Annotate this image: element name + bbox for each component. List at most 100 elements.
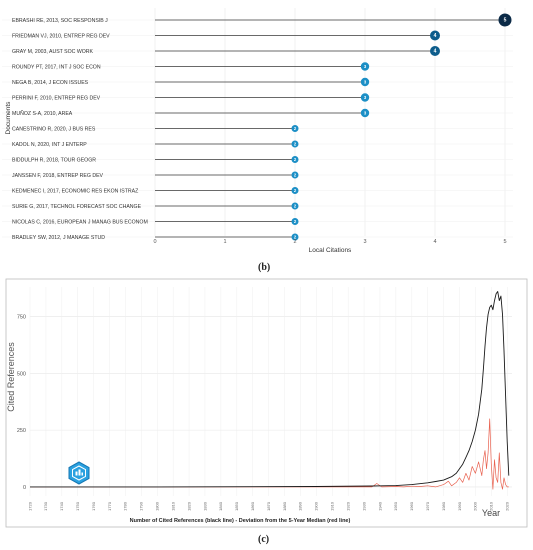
chart-c-x-ticks: 1720 1730 1740 1750 1760 1770 1780 1790 1800 1810… <box>27 501 509 511</box>
chart-b-data-label: 2 <box>294 235 297 240</box>
chart-c-x-tick-label: 1820 <box>186 501 191 511</box>
panel-label-c: (c) <box>258 534 270 545</box>
chart-c-x-tick-label: 2000 <box>473 501 478 511</box>
chart-b-point <box>291 140 299 148</box>
chart-c-x-tick-label: 1900 <box>314 501 319 511</box>
chart-b-y-axis-label: Documents <box>5 101 12 135</box>
chart-b-category-label: KEDMENEC I, 2017, ECONOMIC RES EKON ISTR… <box>12 189 138 195</box>
chart-c-x-tick-label: 1950 <box>393 501 398 511</box>
chart-c-x-tick-label: 1750 <box>75 501 80 511</box>
chart-b-category-label: SURIE G, 2017, TECHNOL FORECAST SOC CHAN… <box>12 204 142 210</box>
chart-c-x-tick-label: 1780 <box>123 501 128 511</box>
chart-b-x-axis-label: Local Citations <box>309 247 352 254</box>
chart-b-category-label: NEGA B, 2014, J ECON ISSUES <box>12 80 89 86</box>
chart-b-x-tick-label: 0 <box>153 239 156 245</box>
chart-c-x-tick-label: 1970 <box>425 501 430 511</box>
chart-b-data-label: 2 <box>294 126 297 131</box>
chart-c-x-tick-label: 1930 <box>361 501 366 511</box>
chart-c-x-tick-label: 1770 <box>107 501 112 511</box>
chart-b-category-label: MUÑOZ S-A, 2010, AREA <box>12 110 73 117</box>
chart-c-x-axis-title: Year <box>482 508 500 518</box>
chart-b-category-label: BIDDULPH R, 2018, TOUR GEOGR <box>12 158 96 164</box>
chart-b-x-tick-label: 4 <box>433 239 436 245</box>
chart-b-category-label: GRAY M, 2003, AUST SOC WORK <box>12 49 94 55</box>
chart-b-point <box>291 125 299 132</box>
chart-b-data-label: 2 <box>294 219 297 224</box>
chart-b-x-tick-label: 5 <box>503 239 506 245</box>
chart-b-point <box>291 218 299 225</box>
chart-c-x-tick-label: 2010 <box>489 501 494 511</box>
chart-b-category-label: CANESTRINO R, 2020, J BUS RES <box>12 127 96 133</box>
chart-b-point <box>498 13 512 27</box>
chart-c-x-tick-label: 1810 <box>170 501 175 511</box>
chart-b-gridlines <box>2 8 513 238</box>
chart-b-point <box>291 156 299 163</box>
chart-c-x-tick-label: 2020 <box>505 501 510 511</box>
chart-b-category-label: BRADLEY SW, 2012, J MANAGE STUD <box>12 235 105 241</box>
chart-b-data-label: 2 <box>294 204 297 209</box>
chart-b-category-label: EBRASHI RE, 2013, SOC RESPONSIB J <box>12 18 108 24</box>
chart-b-data-label: 2 <box>294 188 297 193</box>
chart-c-x-tick-label: 1760 <box>91 501 96 511</box>
chart-c-x-tick-label: 1830 <box>202 501 207 511</box>
chart-c-x-tick-label: 1850 <box>234 501 239 511</box>
chart-c-x-tick-label: 1840 <box>218 501 223 511</box>
chart-c-y-tick-label: 250 <box>17 428 26 434</box>
chart-b-point <box>291 233 299 241</box>
chart-b-point <box>291 187 299 194</box>
panel-label-b: (b) <box>258 262 271 273</box>
chart-b-point <box>291 171 299 179</box>
chart-c-y-tick-label: 0 <box>23 485 26 491</box>
chart-b-data-label: 3 <box>364 80 367 85</box>
chart-b-category-label: PERRINI F, 2010, ENTREP REG DEV <box>12 96 101 102</box>
chart-c-x-tick-label: 1940 <box>377 501 382 511</box>
chart-b-data-label: 3 <box>364 111 367 116</box>
chart-c-x-tick-label: 1870 <box>266 501 271 511</box>
chart-b-point <box>360 108 370 118</box>
chart-c-x-tick-label: 1960 <box>409 501 414 511</box>
chart-c-x-tick-label: 1890 <box>298 501 303 511</box>
chart-b-point <box>430 30 440 41</box>
chart-c-x-tick-label: 1860 <box>250 501 255 511</box>
chart-b-x-tick-label: 2 <box>293 239 296 245</box>
chart-c-series <box>30 291 510 490</box>
chart-b-marks: 5 4 4 3 3 3 3 2 2 2 2 2 2 2 2 <box>155 13 512 241</box>
chart-b-x-ticks: 0 1 2 3 4 5 <box>153 239 506 245</box>
chart-c-x-tick-label: 1790 <box>139 501 144 511</box>
chart-b-point <box>360 93 370 102</box>
chart-c-y-axis-label: Cited References <box>6 342 16 412</box>
chart-b-category-label: KADOL N, 2020, INT J ENTERP <box>12 142 87 148</box>
chart-b-x-tick-label: 1 <box>223 239 226 245</box>
chart-c-gridlines <box>29 287 512 496</box>
chart-b-data-label: 4 <box>434 49 437 55</box>
chart-c-black-cited-line <box>30 291 510 488</box>
chart-b-data-label: 2 <box>294 173 297 178</box>
chart-c-x-tick-label: 1920 <box>345 501 350 511</box>
chart-c-y-tick-label: 750 <box>17 315 26 321</box>
chart-c-y-ticks: 0 250 500 750 <box>17 315 26 491</box>
chart-b-x-tick-label: 3 <box>363 239 366 245</box>
chart-b-data-label: 2 <box>294 157 297 162</box>
chart-b-category-label: ROUNDY PT, 2017, INT J SOC ECON <box>12 65 101 71</box>
chart-c-frame <box>5 278 528 528</box>
chart-c-x-axis-label: Number of Cited References (black line) … <box>130 518 351 524</box>
chart-b-point <box>291 202 299 210</box>
chart-c-x-tick-label: 1740 <box>59 501 64 511</box>
chart-c-x-tick-label: 1880 <box>282 501 287 511</box>
chart-c-x-tick-label: 1800 <box>155 501 160 511</box>
chart-c-x-tick-label: 1980 <box>441 501 446 511</box>
chart-b-data-label: 5 <box>504 18 507 24</box>
chart-b-point <box>360 62 370 71</box>
chart-b-category-label: JANSSEN F, 2018, ENTREP REG DEV <box>12 173 104 179</box>
chart-c-red-deviation-line <box>30 418 509 490</box>
chart-b-data-label: 2 <box>294 142 297 147</box>
chart-b-data-label: 4 <box>434 33 437 39</box>
chart-b-category-label: NICOLAS C, 2016, EUROPEAN J MANAG BUS EC… <box>12 220 148 226</box>
chart-c-x-tick-label: 1730 <box>43 501 48 511</box>
chart-b-data-label: 3 <box>364 95 367 100</box>
chart-c-y-tick-label: 500 <box>17 371 26 377</box>
chart-b-point <box>360 77 370 87</box>
chart-c-x-tick-label: 1990 <box>457 501 462 511</box>
